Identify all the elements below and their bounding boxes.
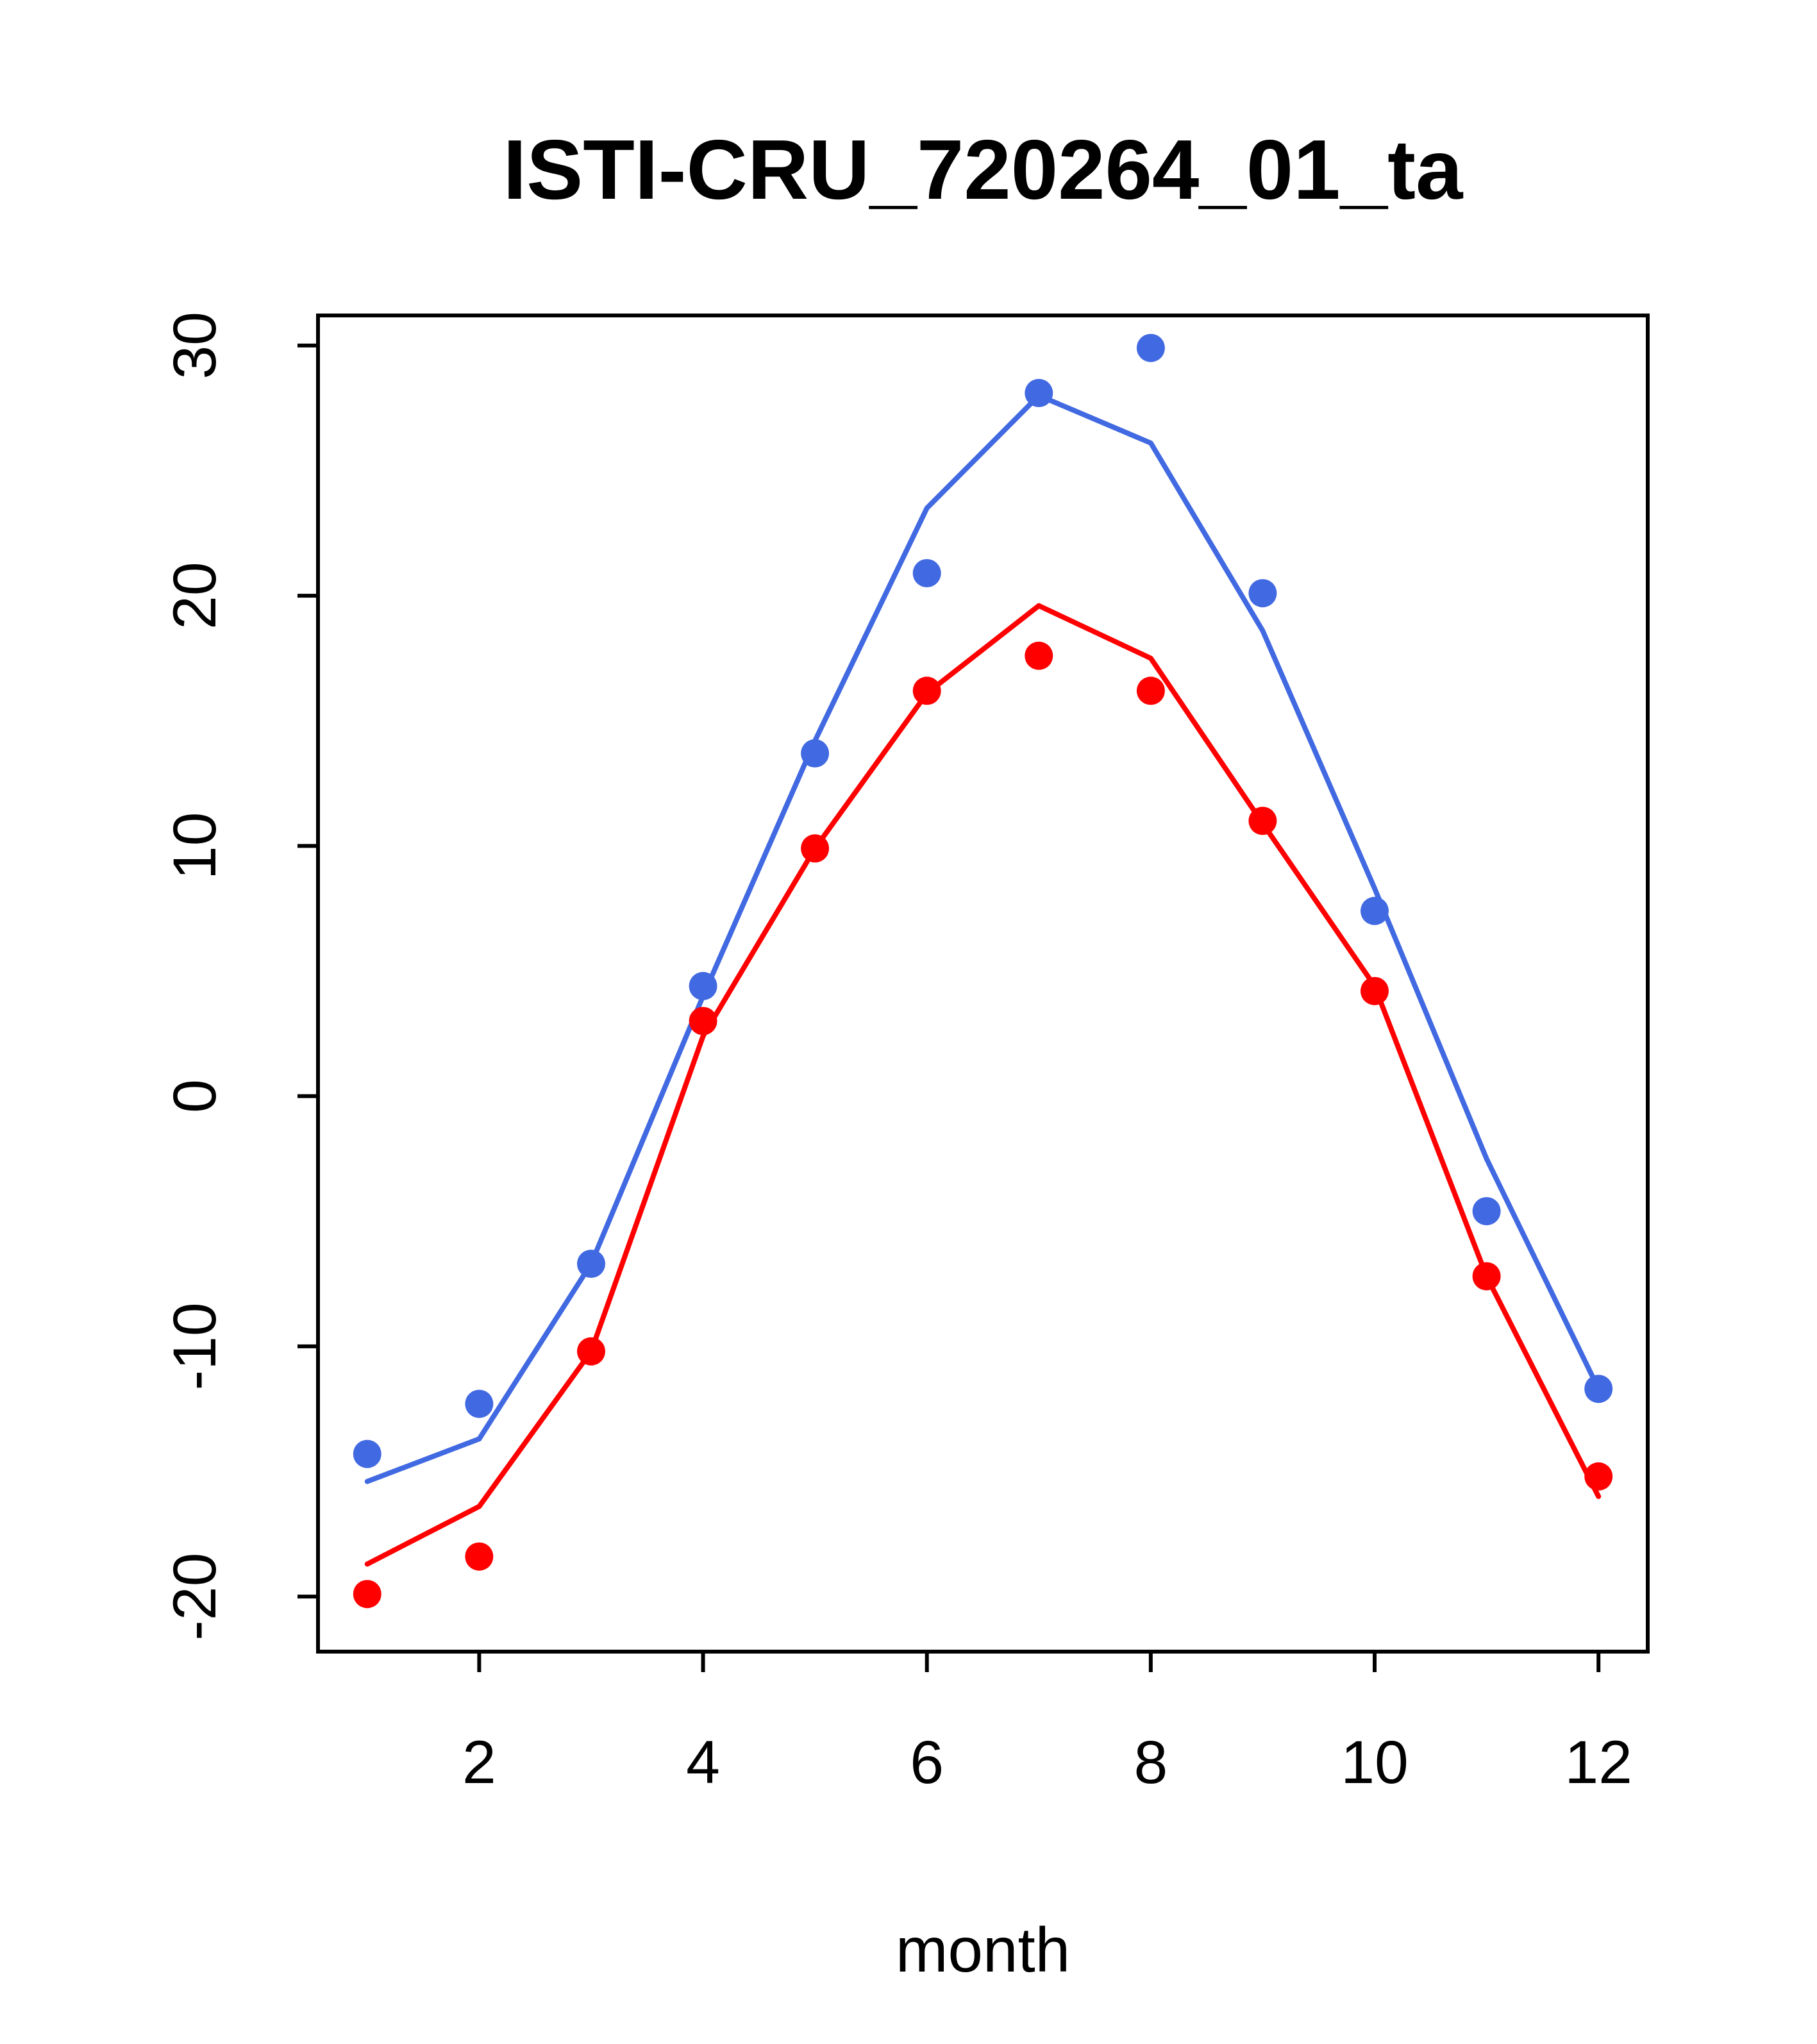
x-tick-label: 12 xyxy=(1564,1729,1632,1797)
data-point xyxy=(577,1337,605,1366)
data-point xyxy=(801,739,830,767)
data-point xyxy=(912,676,941,705)
data-point xyxy=(1248,807,1277,835)
data-point xyxy=(353,1439,381,1468)
data-point xyxy=(1025,641,1053,670)
x-tick-label: 6 xyxy=(910,1729,944,1797)
data-point xyxy=(465,1389,494,1418)
blue-fitted-line xyxy=(364,392,1602,1484)
chart-title: ISTI-CRU_720264_01_ta xyxy=(503,122,1464,217)
data-point xyxy=(1584,1375,1613,1403)
data-point xyxy=(1025,379,1053,407)
data-point xyxy=(801,834,830,863)
data-point xyxy=(912,559,941,587)
y-tick-label: -20 xyxy=(161,1552,229,1640)
x-tick-label: 4 xyxy=(686,1729,720,1797)
blue-observed-points xyxy=(353,333,1613,1468)
data-point xyxy=(1472,1262,1501,1291)
x-axis-label: month xyxy=(896,1914,1070,1985)
data-point xyxy=(1136,676,1165,705)
y-tick-label: 20 xyxy=(161,562,229,630)
x-tick-label: 2 xyxy=(462,1729,496,1797)
y-tick-label: 0 xyxy=(161,1079,229,1113)
data-point xyxy=(353,1580,381,1609)
data-point xyxy=(1584,1462,1613,1491)
plot-border xyxy=(316,314,1650,1654)
data-point xyxy=(1472,1197,1501,1226)
data-point xyxy=(1361,976,1389,1005)
data-point xyxy=(577,1250,605,1278)
red-observed-points xyxy=(353,641,1613,1609)
x-tick-label: 8 xyxy=(1134,1729,1168,1797)
y-tick-label: 30 xyxy=(161,312,229,380)
data-point xyxy=(1361,896,1389,925)
x-tick-label: 10 xyxy=(1341,1729,1409,1797)
y-tick-label: -10 xyxy=(161,1302,229,1390)
red-fitted-line xyxy=(364,603,1602,1567)
data-point xyxy=(689,1007,717,1035)
data-point xyxy=(1136,333,1165,362)
data-point xyxy=(1248,579,1277,608)
data-point xyxy=(465,1542,494,1571)
data-point xyxy=(689,971,717,1000)
y-tick-label: 10 xyxy=(161,812,229,880)
